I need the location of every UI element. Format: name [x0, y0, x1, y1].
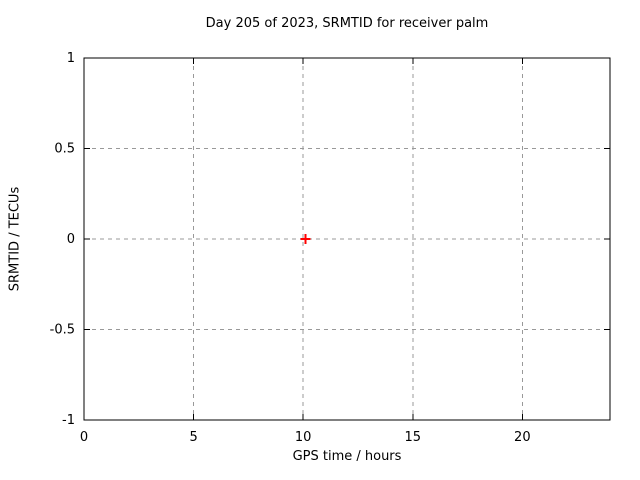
y-tick-label: 0.5 [54, 142, 75, 157]
x-tick-label: 0 [80, 430, 88, 445]
y-tick-label: 1 [67, 51, 75, 66]
x-tick-label: 15 [404, 430, 421, 445]
x-tick-label: 20 [514, 430, 531, 445]
y-tick-label: -1 [62, 413, 75, 428]
data-point-marker [300, 234, 311, 244]
y-tick-label: 0 [67, 232, 75, 247]
chart-title: Day 205 of 2023, SRMTID for receiver pal… [205, 16, 489, 31]
plot-border [83, 57, 611, 421]
x-tick-label: 5 [189, 430, 197, 445]
y-tick-label: -0.5 [50, 323, 75, 338]
x-tick-label: 10 [295, 430, 312, 445]
x-axis-label: GPS time / hours [292, 449, 402, 464]
